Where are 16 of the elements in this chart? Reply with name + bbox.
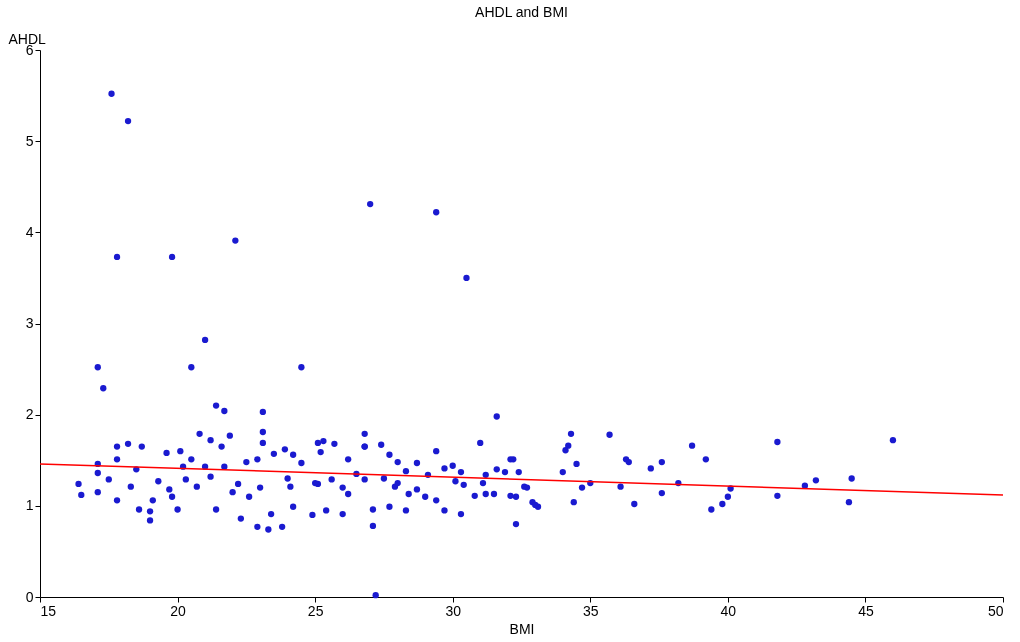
y-tick-label: 0 (25, 588, 34, 605)
x-tick-label: 25 (307, 602, 324, 619)
y-tick-label: 1 (25, 497, 34, 514)
x-tick-label: 30 (445, 602, 462, 619)
x-tick-label: 50 (987, 602, 1004, 619)
chart-title: AHDL and BMI (475, 4, 568, 20)
y-tick-label: 3 (25, 315, 34, 331)
y-tick-label: 4 (25, 223, 34, 240)
y-tick-label: 2 (25, 406, 34, 423)
x-tick-label: 35 (583, 602, 599, 619)
y-tick-label: 5 (25, 132, 34, 149)
x-axis-title: BMI (509, 620, 535, 637)
x-tick-label: 45 (858, 602, 874, 619)
x-tick-label: 15 (40, 602, 57, 619)
x-tick-label: 40 (720, 602, 737, 619)
x-tick-label: 20 (170, 602, 187, 619)
